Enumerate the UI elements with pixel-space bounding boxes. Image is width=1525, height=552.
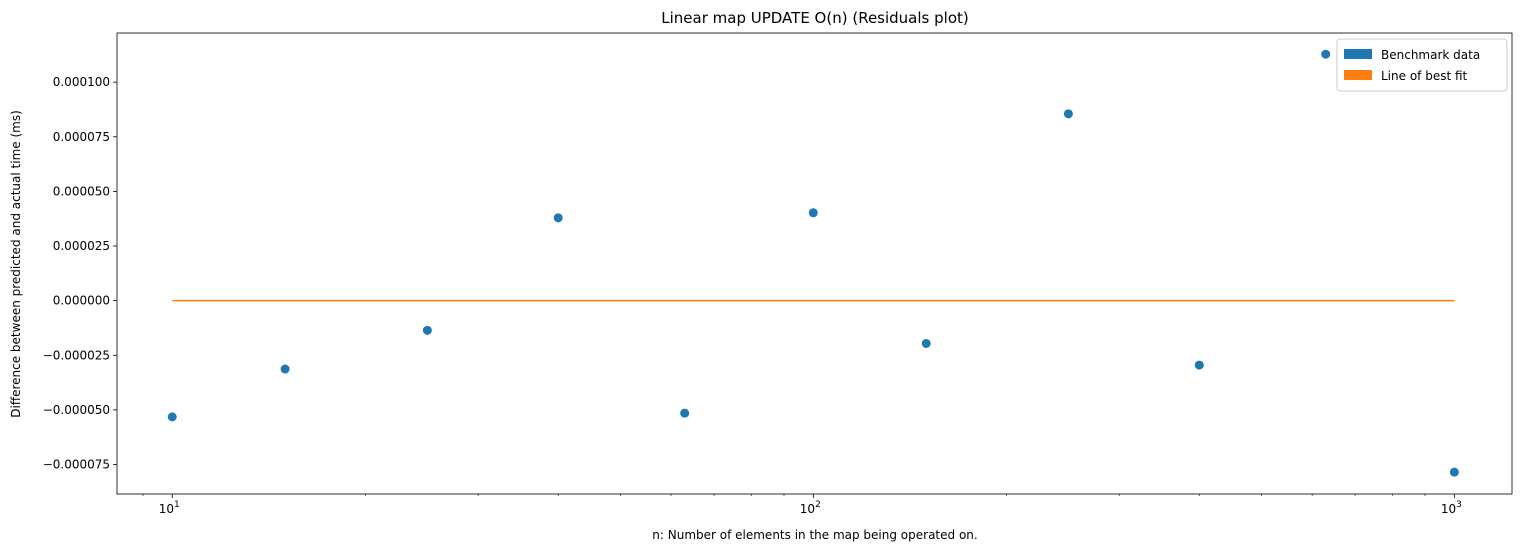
legend-swatch <box>1344 49 1372 59</box>
data-point <box>808 208 818 218</box>
legend: Benchmark data Line of best fit <box>1336 38 1508 92</box>
legend-label: Benchmark data <box>1381 48 1480 62</box>
data-point <box>553 213 563 223</box>
data-point <box>167 412 177 422</box>
data-point <box>680 408 690 418</box>
data-point <box>1194 360 1204 370</box>
y-tick-label: 0.000050 <box>53 184 110 198</box>
y-tick-label: −0.000075 <box>43 458 110 472</box>
x-axis-label: n: Number of elements in the map being o… <box>652 528 977 542</box>
data-point <box>422 325 432 335</box>
y-tick-label: −0.000025 <box>43 348 110 362</box>
legend-label: Line of best fit <box>1381 69 1468 83</box>
y-axis-label: Difference between predicted and actual … <box>9 110 23 418</box>
x-tick-label: 103 <box>1441 500 1462 516</box>
data-point <box>1063 109 1073 119</box>
plot-frame <box>116 32 1513 495</box>
plot-area: −0.000075 −0.000050 −0.000025 0.000000 0.000… <box>43 32 1513 516</box>
data-point <box>921 338 931 348</box>
legend-box <box>1336 38 1508 92</box>
y-tick-label: −0.000050 <box>43 403 110 417</box>
legend-swatch <box>1344 70 1372 80</box>
x-tick-label: 101 <box>159 500 180 516</box>
data-point <box>1321 49 1331 59</box>
y-tick-label: 0.000000 <box>53 294 110 308</box>
y-tick-label: 0.000025 <box>53 239 110 253</box>
y-tick-label: 0.000100 <box>53 75 110 89</box>
x-tick-label: 102 <box>800 500 821 516</box>
chart-title: Linear map UPDATE O(n) (Residuals plot) <box>661 9 968 27</box>
data-point <box>280 364 290 374</box>
y-tick-label: 0.000075 <box>53 130 110 144</box>
data-point <box>1449 467 1459 477</box>
